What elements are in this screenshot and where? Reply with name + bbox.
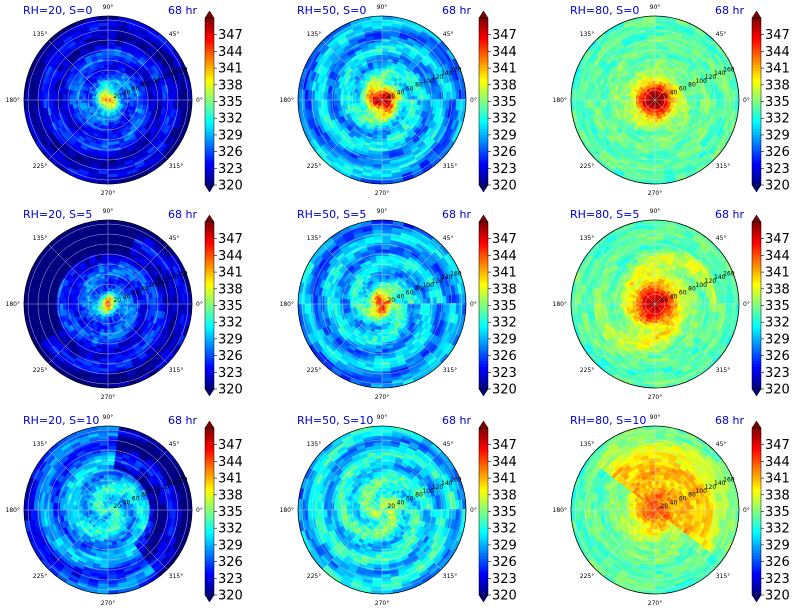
radial-tick-label: 20: [387, 93, 395, 100]
colorbar-tick-label: 347: [765, 28, 790, 43]
colorbar-tick-label: 332: [765, 112, 790, 127]
angular-tick-label: 0°: [470, 97, 477, 104]
colorbar-tick-label: 341: [765, 62, 790, 77]
radial-tick-label: 40: [670, 89, 678, 96]
polar-grid: [298, 16, 466, 184]
radial-tick-label: 20: [113, 93, 121, 100]
radial-tick-label: 160: [450, 66, 462, 73]
colorbar-tick-label: 344: [765, 45, 790, 60]
angular-tick-label: 315°: [443, 163, 457, 170]
colorbar-tick-label: 332: [492, 112, 517, 127]
colorbar-extend-top: [204, 10, 215, 19]
colorbar-tick-label: 347: [492, 28, 517, 43]
colorbar-tick-label: 320: [218, 179, 243, 194]
angular-tick-label: 180°: [553, 97, 567, 104]
colorbar-tick-label: 344: [492, 45, 517, 60]
angular-tick-label: 135°: [307, 31, 321, 38]
colorbar-tick-label: 341: [492, 62, 517, 77]
angular-tick-label: 225°: [307, 163, 321, 170]
colorbar-tick-label: 323: [765, 162, 790, 177]
angular-tick-label: 315°: [716, 163, 730, 170]
panel-title-right: 68 hr: [442, 4, 471, 17]
angular-tick-label: 45°: [716, 31, 727, 38]
colorbar-tick-label: 323: [218, 162, 243, 177]
angular-tick-label: 0°: [196, 97, 203, 104]
angular-tick-label: 270°: [375, 190, 389, 197]
colorbar-tick-label: 344: [218, 45, 243, 60]
panel-4: 2040608010012014016090°45°0°315°270°225°…: [6, 208, 243, 401]
panel-title-left: RH=80, S=0: [570, 4, 639, 17]
panel-title-left: RH=50, S=0: [297, 4, 366, 17]
colorbar-tick-label: 329: [765, 128, 790, 143]
colorbar-tick-label: 335: [218, 95, 243, 110]
colorbar-extend-bottom: [751, 184, 762, 193]
radial-tick-label: 20: [660, 93, 668, 100]
colorbar-extend-bottom: [204, 184, 215, 193]
colorbar-tick-label: 332: [218, 112, 243, 127]
colorbar-tick-label: 335: [492, 95, 517, 110]
angular-tick-label: 45°: [443, 31, 454, 38]
panel-title-left: RH=20, S=0: [23, 4, 92, 17]
colorbar-extend-bottom: [478, 184, 489, 193]
colorbar-tick-label: 338: [492, 78, 517, 93]
colorbar-tick-label: 320: [765, 179, 790, 194]
angular-tick-label: 315°: [169, 163, 183, 170]
colorbar-tick-label: 326: [492, 145, 517, 160]
colorbar-tick-label: 341: [218, 62, 243, 77]
angular-tick-label: 135°: [580, 31, 594, 38]
angular-tick-label: 180°: [6, 97, 20, 104]
colorbar-tick-label: 329: [218, 128, 243, 143]
colorbar-tick-label: 326: [218, 145, 243, 160]
radial-tick-label: 160: [176, 66, 188, 73]
angular-tick-label: 225°: [580, 163, 594, 170]
angular-tick-label: 135°: [33, 31, 47, 38]
angular-tick-label: 90°: [377, 4, 388, 11]
angular-tick-label: 0°: [743, 97, 750, 104]
radial-tick-label: 160: [723, 66, 735, 73]
panel-3: 2040608010012014016090°45°0°315°270°225°…: [553, 4, 790, 197]
colorbar-tick-label: 335: [765, 95, 790, 110]
angular-tick-label: 270°: [101, 190, 115, 197]
theta-e-field: [24, 16, 192, 184]
panel-1: 2040608010012014016090°45°0°315°270°225°…: [6, 4, 243, 197]
colorbar-tick-label: 338: [218, 78, 243, 93]
polar-grid: [571, 16, 739, 184]
radial-tick-label: 40: [397, 89, 405, 96]
angular-tick-label: 225°: [33, 163, 47, 170]
colorbar-tick-label: 323: [492, 162, 517, 177]
angular-tick-label: 180°: [280, 97, 294, 104]
colorbar-extend-top: [751, 10, 762, 19]
angular-tick-label: 90°: [650, 4, 661, 11]
colorbar-tick-label: 347: [218, 28, 243, 43]
panel-title-right: 68 hr: [715, 4, 744, 17]
radial-tick-label: 60: [406, 86, 414, 93]
colorbar-tick-label: 329: [492, 128, 517, 143]
angular-tick-label: 270°: [648, 190, 662, 197]
colorbar-tick-label: 326: [765, 145, 790, 160]
radial-tick-label: 60: [132, 86, 140, 93]
panel-2: 2040608010012014016090°45°0°315°270°225°…: [280, 4, 517, 197]
angular-tick-label: 90°: [103, 4, 114, 11]
angular-tick-label: 45°: [169, 31, 180, 38]
polar-grid: [24, 16, 192, 184]
radial-tick-label: 40: [123, 89, 131, 96]
colorbar-tick-label: 338: [765, 78, 790, 93]
colorbar-extend-top: [478, 10, 489, 19]
colorbar-tick-label: 320: [492, 179, 517, 194]
radial-tick-label: 60: [679, 86, 687, 93]
panel-title-right: 68 hr: [168, 4, 197, 17]
